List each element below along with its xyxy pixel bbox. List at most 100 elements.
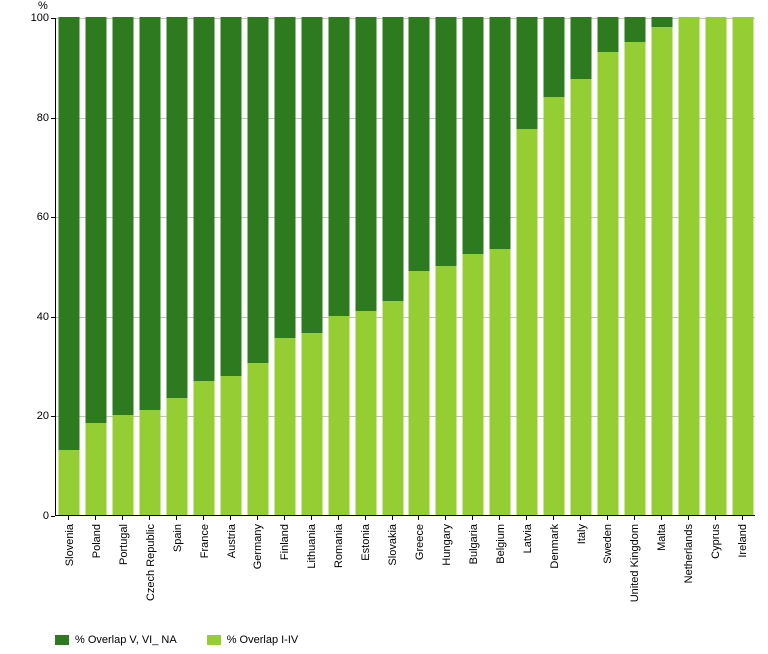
bar-segment (140, 410, 161, 515)
x-axis-label: Greece (414, 524, 426, 560)
bar-slot (729, 18, 756, 515)
x-axis-label: Ireland (737, 524, 749, 558)
bar-stack (732, 17, 753, 515)
bar-segment (570, 79, 591, 515)
bar-stack (624, 17, 645, 515)
bar-segment (167, 398, 188, 515)
bar-segment (409, 271, 430, 515)
x-tick (580, 516, 581, 520)
x-axis-label: Belgium (495, 524, 507, 564)
x-axis-label: France (199, 524, 211, 558)
x-tick (526, 516, 527, 520)
bar-segment (274, 338, 295, 515)
y-tick (51, 118, 55, 119)
bar-stack (247, 17, 268, 515)
bar-segment (140, 17, 161, 410)
bar-slot (702, 18, 729, 515)
bar-slot (352, 18, 379, 515)
bar-slot (433, 18, 460, 515)
bar-slot (379, 18, 406, 515)
x-tick (230, 516, 231, 520)
bar-stack (705, 17, 726, 515)
bar-segment (651, 27, 672, 515)
bar-slot (191, 18, 218, 515)
x-axis-label: Netherlands (683, 524, 695, 583)
bar-segment (86, 423, 107, 515)
bar-slot (298, 18, 325, 515)
bar-segment (86, 17, 107, 423)
x-tick (311, 516, 312, 520)
x-tick (95, 516, 96, 520)
bar-stack (490, 17, 511, 515)
bar-segment (274, 17, 295, 338)
x-tick (122, 516, 123, 520)
bar-slot (83, 18, 110, 515)
x-axis-label: Lithuania (306, 524, 318, 569)
plot-area (55, 18, 755, 516)
bar-segment (544, 97, 565, 515)
bar-segment (436, 17, 457, 266)
bar-stack (409, 17, 430, 515)
bar-slot (406, 18, 433, 515)
legend: % Overlap V, VI_ NA% Overlap I-IV (55, 634, 298, 646)
x-tick (392, 516, 393, 520)
x-axis-label: Sweden (602, 524, 614, 564)
x-tick (418, 516, 419, 520)
x-axis-label: Romania (333, 524, 345, 568)
bar-slot (541, 18, 568, 515)
bar-stack (463, 17, 484, 515)
bar-stack (678, 17, 699, 515)
bar-stack (436, 17, 457, 515)
x-tick (499, 516, 500, 520)
bar-segment (570, 17, 591, 79)
bar-stack (194, 17, 215, 515)
bar-stack (167, 17, 188, 515)
bar-segment (167, 17, 188, 398)
legend-swatch (207, 635, 221, 645)
bar-segment (355, 17, 376, 311)
bar-slot (460, 18, 487, 515)
x-tick (715, 516, 716, 520)
bar-segment (436, 266, 457, 515)
bar-stack (651, 17, 672, 515)
bar-segment (220, 376, 241, 515)
bar-stack (59, 17, 80, 515)
legend-label: % Overlap I-IV (227, 634, 299, 646)
x-axis-label: Spain (172, 524, 184, 552)
bar-segment (328, 17, 349, 316)
x-axis-label: Malta (656, 524, 668, 551)
x-tick (634, 516, 635, 520)
y-tick (51, 516, 55, 517)
y-tick-label: 0 (27, 510, 49, 522)
bar-segment (463, 17, 484, 254)
bar-segment (597, 17, 618, 52)
bar-stack (113, 17, 134, 515)
bar-segment (597, 52, 618, 515)
bar-stack (382, 17, 403, 515)
y-tick (51, 317, 55, 318)
x-axis-label: Hungary (441, 524, 453, 566)
bar-slot (621, 18, 648, 515)
bar-segment (409, 17, 430, 271)
bar-segment (301, 333, 322, 515)
bar-slot (110, 18, 137, 515)
x-axis-label: Finland (279, 524, 291, 560)
bar-segment (705, 17, 726, 515)
x-axis-label: Portugal (118, 524, 130, 565)
bar-segment (59, 450, 80, 515)
x-tick (149, 516, 150, 520)
bar-slot (271, 18, 298, 515)
bar-segment (59, 17, 80, 450)
bar-segment (624, 17, 645, 42)
x-tick (68, 516, 69, 520)
bar-slot (568, 18, 595, 515)
bar-stack (355, 17, 376, 515)
bar-stack (597, 17, 618, 515)
bar-segment (490, 249, 511, 515)
y-tick (51, 217, 55, 218)
bar-segment (355, 311, 376, 515)
bar-slot (56, 18, 83, 515)
bar-segment (194, 381, 215, 515)
y-axis-unit-label: % (38, 0, 48, 12)
x-tick (284, 516, 285, 520)
